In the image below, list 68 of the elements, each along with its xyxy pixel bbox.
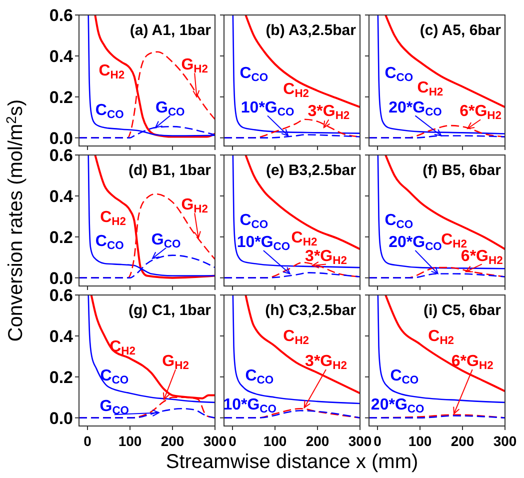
annotation: C$_{CO}$: [390, 368, 419, 386]
x-tick-label: 300: [493, 433, 517, 449]
annotation: 6*G$_{H2}$: [451, 353, 494, 372]
text: (e) B3,2.5bar: [266, 162, 356, 179]
y-tick-label: 0.6: [49, 6, 73, 25]
y-tick-label: 0.6: [49, 286, 73, 305]
x-tick-label: 200: [450, 433, 474, 449]
annotation: 20*G$_{CO}$: [370, 396, 424, 416]
annotation: 10*G$_{CO}$: [240, 99, 294, 118]
x-tick-label: 100: [118, 433, 142, 449]
annotation: C$_{CO}$: [100, 368, 129, 386]
annotation: C$_{H2}$: [441, 231, 467, 250]
y-tick-label: 0.0: [49, 268, 73, 288]
text: (c) A5, 6bar: [420, 22, 502, 39]
x-tick-label: 0: [228, 433, 237, 449]
annotation: 20*G$_{CO}$: [388, 234, 442, 253]
annotation: G$_{H2}$: [181, 56, 208, 76]
text: (g) C1, 1bar: [128, 302, 212, 319]
text: (a) A1, 1bar: [130, 22, 212, 39]
annotation: G$_{CO}$: [151, 231, 181, 250]
text: (i) C5, 6bar: [423, 302, 502, 319]
annotation: G$_{H2}$: [162, 353, 189, 372]
annotation: G$_{H2}$: [181, 196, 208, 216]
annotation: C$_{CO}$: [95, 102, 124, 121]
y-tick-label: 0.2: [49, 88, 73, 107]
x-tick-label: 300: [203, 433, 227, 449]
y-tick-label: 0.4: [49, 326, 74, 346]
x-tick-label: 100: [263, 433, 287, 449]
x-tick-label: 200: [306, 433, 330, 449]
annotation: G$_{CO}$: [156, 99, 186, 118]
y-tick-label: 0.4: [49, 186, 74, 206]
annotation: C$_{CO}$: [245, 368, 274, 386]
annotation: C$_{H2}$: [100, 209, 126, 228]
annotation: C$_{CO}$: [384, 212, 414, 231]
x-tick-label: 0: [374, 433, 382, 449]
annotation: C$_{H2}$: [291, 229, 318, 248]
annotation: 3*G$_{H2}$: [305, 353, 347, 372]
annotation: C$_{H2}$: [428, 328, 454, 347]
annotation: C$_{CO}$: [240, 65, 268, 84]
text: (f) B5, 6bar: [422, 162, 502, 179]
annotation: C$_{CO}$: [95, 232, 124, 252]
annotation: 3*G$_{H2}$: [308, 103, 350, 122]
text: (b) A3,2.5bar: [266, 22, 356, 39]
annotation: C$_{H2}$: [283, 328, 310, 347]
annotation: C$_{CO}$: [240, 212, 268, 231]
annotation: 6*G$_{H2}$: [460, 103, 502, 122]
text: (h) C3,2.5bar: [265, 302, 356, 319]
annotation: 10*G$_{CO}$: [236, 234, 290, 253]
y-tick-label: 0.6: [49, 146, 73, 165]
annotation: G$_{CO}$: [100, 398, 130, 417]
annotation: C$_{H2}$: [417, 80, 444, 98]
y-tick-label: 0.2: [49, 368, 73, 387]
annotation: 3*G$_{H2}$: [305, 248, 347, 267]
annotation: C$_{H2}$: [98, 62, 125, 82]
x-axis-title: Streamwise distance x (mm): [166, 451, 418, 473]
x-tick-label: 300: [348, 433, 372, 449]
annotation: 20*G$_{CO}$: [388, 99, 442, 118]
x-tick-label: 100: [408, 433, 432, 449]
x-tick-label: 0: [84, 433, 92, 449]
annotation: 6*G$_{H2}$: [460, 248, 503, 267]
annotation: C$_{H2}$: [283, 80, 310, 100]
y-tick-label: 0.0: [49, 408, 73, 428]
y-tick-label: 0.0: [49, 128, 73, 148]
y-tick-label: 0.4: [49, 46, 74, 66]
y-tick-label: 0.2: [49, 228, 73, 247]
text: (d) B1, 1bar: [128, 162, 212, 179]
x-tick-label: 200: [160, 433, 184, 449]
annotation: C$_{CO}$: [384, 65, 414, 84]
